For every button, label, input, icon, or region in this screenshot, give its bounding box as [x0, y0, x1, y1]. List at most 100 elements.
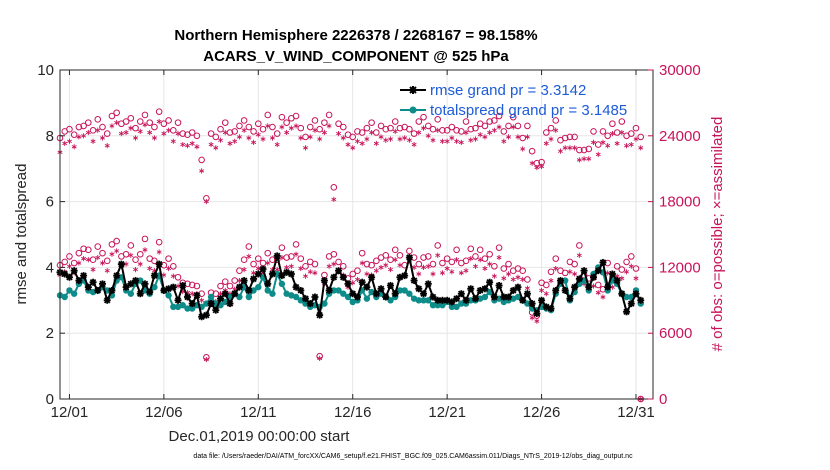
- obs-possible-marker: [254, 120, 262, 128]
- obs-possible-marker: [113, 109, 120, 117]
- rmse-point: [391, 290, 399, 298]
- obs-possible-marker: [94, 116, 102, 123]
- obs-assimilated-marker: [184, 143, 190, 149]
- obs-assimilated-marker: [463, 129, 469, 136]
- rmse-point: [268, 270, 276, 278]
- obs-assimilated-marker: [557, 148, 563, 154]
- obs-possible-marker: [132, 124, 139, 132]
- totalspread-point: [184, 305, 191, 312]
- obs-assimilated-marker: [383, 262, 389, 268]
- obs-possible-marker: [580, 146, 588, 154]
- obs-assimilated-marker: [539, 163, 545, 170]
- obs-assimilated-marker: [123, 129, 129, 136]
- obs-assimilated-marker: [156, 118, 162, 125]
- obs-possible-marker: [472, 124, 479, 132]
- rmse-line: [59, 255, 642, 319]
- obs-assimilated-marker: [317, 136, 323, 142]
- obs-assimilated-marker: [66, 263, 72, 269]
- obs-assimilated-marker: [109, 251, 115, 257]
- obs-assimilated-marker: [378, 134, 384, 140]
- totalspread-point: [127, 290, 135, 297]
- obs-possible-marker: [221, 278, 229, 285]
- obs-assimilated-marker: [378, 264, 384, 270]
- rmse-point: [136, 290, 144, 298]
- obs-possible-marker: [387, 256, 394, 264]
- y2-tick-label: 30000: [659, 62, 701, 79]
- obs-assimilated-marker: [359, 140, 365, 147]
- obs-assimilated-marker: [402, 135, 408, 141]
- obs-assimilated-marker: [605, 143, 611, 149]
- rmse-point: [613, 277, 621, 285]
- rmse-point: [429, 293, 437, 301]
- totalspread-point: [387, 297, 394, 304]
- obs-assimilated-marker: [175, 131, 181, 137]
- obs-assimilated-marker: [619, 275, 625, 281]
- obs-assimilated-marker: [265, 123, 271, 129]
- obs-possible-marker: [542, 281, 550, 289]
- obs-assimilated-marker: [416, 271, 422, 277]
- obs-assimilated-marker: [425, 133, 431, 139]
- obs-possible-marker: [406, 247, 413, 255]
- rmse-point: [183, 293, 191, 301]
- obs-assimilated-marker: [133, 135, 139, 141]
- obs-possible-marker: [70, 131, 78, 139]
- obs-possible-marker: [500, 128, 508, 135]
- rmse-point: [528, 300, 536, 308]
- rmse-point: [415, 285, 423, 293]
- obs-assimilated-marker: [151, 135, 157, 141]
- rmse-point: [377, 285, 385, 293]
- obs-possible-marker: [306, 123, 314, 131]
- legend-label-totalspread: totalspread grand pr = 3.1485: [430, 102, 627, 119]
- obs-assimilated-marker: [161, 131, 167, 137]
- obs-assimilated-marker: [142, 122, 148, 128]
- obs-assimilated-marker: [392, 257, 398, 263]
- obs-possible-marker: [292, 112, 300, 120]
- obs-assimilated-marker: [307, 134, 313, 140]
- obs-possible-marker: [576, 242, 583, 249]
- obs-assimilated-marker: [251, 139, 257, 145]
- rmse-point: [627, 300, 635, 308]
- obs-assimilated-marker: [524, 285, 530, 291]
- obs-assimilated-marker: [430, 271, 436, 277]
- obs-possible-marker: [108, 241, 116, 248]
- rmse-point: [575, 275, 583, 283]
- totalspread-point: [429, 302, 437, 309]
- obs-assimilated-marker: [548, 136, 554, 142]
- obs-assimilated-marker: [600, 294, 606, 300]
- totalspread-point: [344, 293, 352, 301]
- rmse-point: [424, 280, 432, 288]
- obs-possible-marker: [297, 255, 305, 262]
- rmse-point: [146, 288, 154, 296]
- obs-possible-marker: [519, 267, 526, 274]
- obs-possible-marker: [448, 258, 456, 266]
- obs-possible-marker: [571, 260, 578, 268]
- obs-assimilated-marker: [364, 271, 370, 277]
- rmse-point: [353, 293, 361, 301]
- rmse-point: [235, 283, 243, 291]
- obs-possible-marker: [387, 124, 394, 132]
- obs-assimilated-marker: [534, 318, 540, 324]
- obs-assimilated-marker: [600, 139, 606, 145]
- rmse-point: [113, 272, 121, 280]
- rmse-point: [538, 296, 546, 304]
- obs-assimilated-marker: [388, 266, 393, 273]
- obs-assimilated-marker: [354, 276, 360, 283]
- y-tick-label: 6: [46, 194, 54, 211]
- obs-assimilated-marker: [515, 274, 521, 280]
- obs-possible-marker: [448, 123, 456, 131]
- rmse-point: [405, 254, 413, 262]
- rmse-point: [519, 296, 527, 304]
- obs-possible-marker: [250, 128, 257, 135]
- totalspread-point: [448, 303, 456, 311]
- obs-assimilated-marker: [482, 265, 488, 272]
- totalspread-point: [61, 293, 68, 301]
- obs-assimilated-marker: [501, 138, 507, 144]
- obs-possible-marker: [420, 113, 427, 121]
- y2-tick-label: 12000: [659, 259, 701, 276]
- obs-possible-marker: [231, 277, 238, 284]
- obs-assimilated-marker: [477, 132, 483, 138]
- obs-assimilated-marker: [170, 138, 176, 144]
- obs-assimilated-marker: [90, 266, 96, 273]
- obs-possible-marker: [66, 253, 73, 260]
- rmse-point: [363, 283, 371, 291]
